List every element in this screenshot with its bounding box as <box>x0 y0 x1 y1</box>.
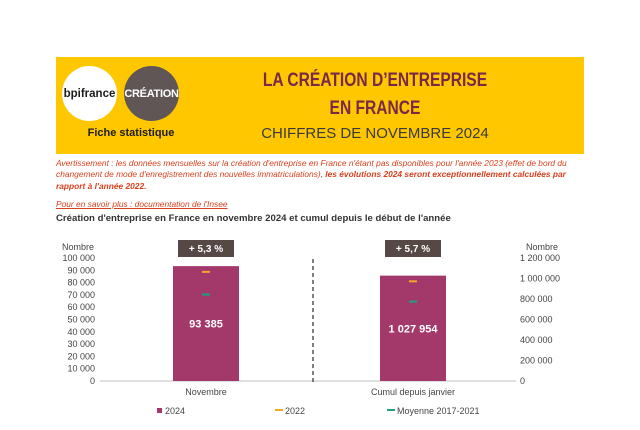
bar-2024 <box>173 266 239 381</box>
legend-label-average: Moyenne 2017-2021 <box>397 406 480 416</box>
right-tick-label: 1 200 000 <box>520 253 560 263</box>
insee-documentation-link[interactable]: Pour en savoir plus : documentation de l… <box>56 199 228 209</box>
left-tick-label: 100 000 <box>62 253 95 263</box>
right-tick-label: 600 000 <box>520 315 553 325</box>
left-tick-label: 70 000 <box>67 290 95 300</box>
creation-logo: CRÉATION <box>124 66 179 121</box>
bar-value-label: 93 385 <box>189 319 223 331</box>
category-label: Cumul depuis janvier <box>371 387 455 397</box>
bpifrance-logo-text: bpifrance <box>63 87 116 100</box>
left-tick-label: 10 000 <box>67 364 95 374</box>
legend-label-2024: 2024 <box>165 406 185 416</box>
left-tick-label: 0 <box>90 376 95 386</box>
legend-label-2022: 2022 <box>285 406 305 416</box>
warning-text: Avertissement : les données mensuelles s… <box>56 158 567 180</box>
right-tick-label: 1 000 000 <box>520 274 560 284</box>
left-tick-label: 80 000 <box>67 278 95 288</box>
right-tick-label: 800 000 <box>520 294 553 304</box>
growth-badge-label: + 5,3 % <box>189 244 223 255</box>
growth-badge <box>178 240 234 257</box>
creation-logo-text: CRÉATION <box>124 87 179 100</box>
bpifrance-logo: bpifrance <box>62 66 117 121</box>
page-subtitle: CHIFFRES DE NOVEMBRE 2024 <box>261 125 489 142</box>
right-tick-label: 0 <box>520 376 525 386</box>
page-title-line1: LA CRÉATION D’ENTREPRISE <box>262 70 488 91</box>
growth-badge-label: + 5,7 % <box>396 244 430 255</box>
left-axis-label: Nombre <box>62 242 94 252</box>
left-tick-label: 50 000 <box>67 315 95 325</box>
left-tick-label: 90 000 <box>67 265 95 275</box>
page-title-line2: EN FRANCE <box>329 98 421 119</box>
category-label: Novembre <box>185 387 227 397</box>
right-axis-label: Nombre <box>526 242 558 252</box>
left-tick-label: 20 000 <box>67 351 95 361</box>
fiche-label: Fiche statistique <box>87 127 175 139</box>
warning-bold-text: les évolutions 2024 seront exceptionnell… <box>56 169 566 191</box>
legend-swatch-2024 <box>157 408 162 413</box>
right-tick-label: 400 000 <box>520 335 553 345</box>
left-tick-label: 30 000 <box>67 339 95 349</box>
bar-2024 <box>380 275 446 381</box>
warning-note: Avertissement : les données mensuelles s… <box>56 158 586 192</box>
left-tick-label: 60 000 <box>67 302 95 312</box>
bar-value-label: 1 027 954 <box>389 323 439 335</box>
left-tick-label: 40 000 <box>67 327 95 337</box>
right-tick-label: 200 000 <box>520 356 553 366</box>
chart-title: Création d'entreprise en France en novem… <box>56 213 451 224</box>
growth-badge <box>385 240 441 257</box>
